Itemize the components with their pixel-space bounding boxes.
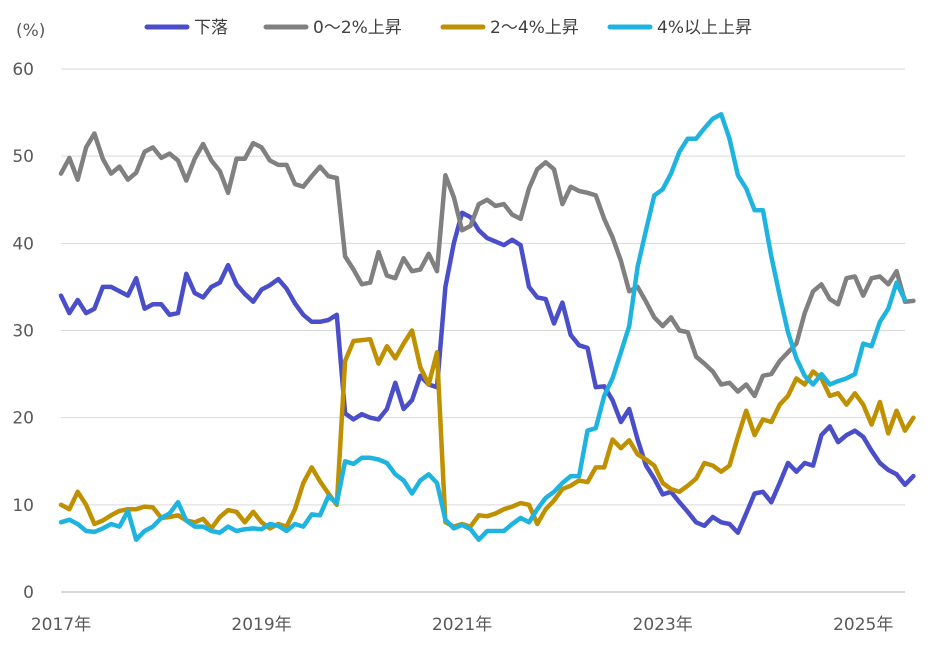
y-axis-ticks: 0 10 20 30 40 50 60 [12,60,34,603]
x-axis-ticks: 2017年 2019年 2021年 2023年 2025年 [31,615,893,635]
legend-label: 2～4%上昇 [490,18,579,38]
x-tick-label: 2021年 [432,615,492,635]
series-line-2 [58,131,916,399]
y-tick-label: 60 [12,60,34,80]
x-tick-label: 2017年 [31,615,91,635]
x-tick-label: 2019年 [231,615,291,635]
x-tick-label: 2023年 [633,615,693,635]
series-line-3 [58,328,916,531]
x-tick-label: 2025年 [833,615,893,635]
y-tick-label: 50 [12,147,34,167]
series-line-1 [58,210,916,535]
series-lines [58,112,916,542]
legend-label: 4%以上上昇 [657,18,752,38]
y-tick-label: 10 [12,496,34,516]
legend-label: 下落 [194,18,228,38]
y-tick-label: 20 [12,409,34,429]
legend: 下落 0～2%上昇 2～4%上昇 4%以上上昇 [144,18,752,38]
y-tick-label: 0 [23,583,34,603]
y-tick-label: 30 [12,322,34,342]
y-axis-unit-label: (%) [16,21,45,41]
series-line-4 [58,112,908,542]
legend-label: 0～2%上昇 [313,18,402,38]
gridlines [61,68,905,506]
y-tick-label: 40 [12,234,34,254]
